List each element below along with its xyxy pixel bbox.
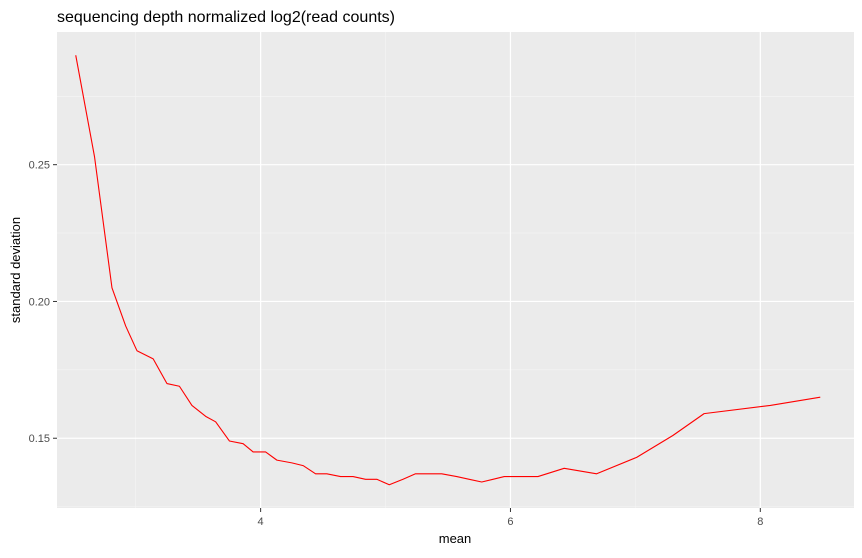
- series-point: [326, 473, 327, 474]
- series-point: [402, 479, 403, 480]
- y-tick-label: 0.20: [29, 296, 50, 308]
- series-point: [537, 476, 538, 477]
- series-point: [153, 358, 154, 359]
- series-point: [253, 451, 254, 452]
- series-point: [303, 465, 304, 466]
- x-tick-label: 8: [757, 516, 763, 528]
- series-point: [136, 350, 137, 351]
- series-point: [75, 55, 76, 56]
- series-point: [340, 476, 341, 477]
- y-tick-label: 0.15: [29, 433, 50, 445]
- series-point: [111, 287, 112, 288]
- data-series-layer: [75, 55, 821, 486]
- series-point: [276, 460, 277, 461]
- series-point: [315, 473, 316, 474]
- series-point: [166, 383, 167, 384]
- series-point: [636, 457, 637, 458]
- series-point: [672, 435, 673, 436]
- series-point: [376, 479, 377, 480]
- y-axis-label: standard deviation: [8, 217, 23, 323]
- series-point: [205, 416, 206, 417]
- series-point: [179, 386, 180, 387]
- major-gridlines: [57, 32, 854, 508]
- series-point: [456, 476, 457, 477]
- series-point: [415, 473, 416, 474]
- series-line: [75, 55, 821, 486]
- series-point: [191, 405, 192, 406]
- x-tick-label: 4: [258, 516, 264, 528]
- x-axis-label: mean: [439, 531, 472, 546]
- y-tick-label: 0.25: [29, 160, 50, 172]
- series-point: [820, 397, 821, 398]
- series-point: [469, 479, 470, 480]
- series-point: [504, 476, 505, 477]
- x-tick-label: 6: [507, 516, 513, 528]
- plot-panel: [57, 32, 854, 508]
- series-point: [481, 481, 482, 482]
- minor-gridlines: [57, 32, 854, 508]
- y-axis-ticks: 0.15 0.20 0.25: [29, 160, 57, 445]
- series-point: [365, 479, 366, 480]
- series-point: [215, 421, 216, 422]
- series-point: [243, 443, 244, 444]
- series-point: [770, 405, 771, 406]
- series-point: [265, 451, 266, 452]
- series-point: [125, 325, 126, 326]
- series-point: [229, 440, 230, 441]
- series-point: [429, 473, 430, 474]
- x-axis-ticks: 4 6 8: [258, 508, 763, 528]
- series-point: [94, 156, 95, 157]
- series-point: [703, 413, 704, 414]
- series-point: [352, 476, 353, 477]
- series-point: [596, 473, 597, 474]
- chart-title: sequencing depth normalized log2(read co…: [57, 9, 395, 26]
- series-point: [519, 476, 520, 477]
- series-point: [441, 473, 442, 474]
- series-point: [564, 468, 565, 469]
- series-point: [492, 479, 493, 480]
- series-point: [389, 484, 390, 485]
- series-point: [291, 462, 292, 463]
